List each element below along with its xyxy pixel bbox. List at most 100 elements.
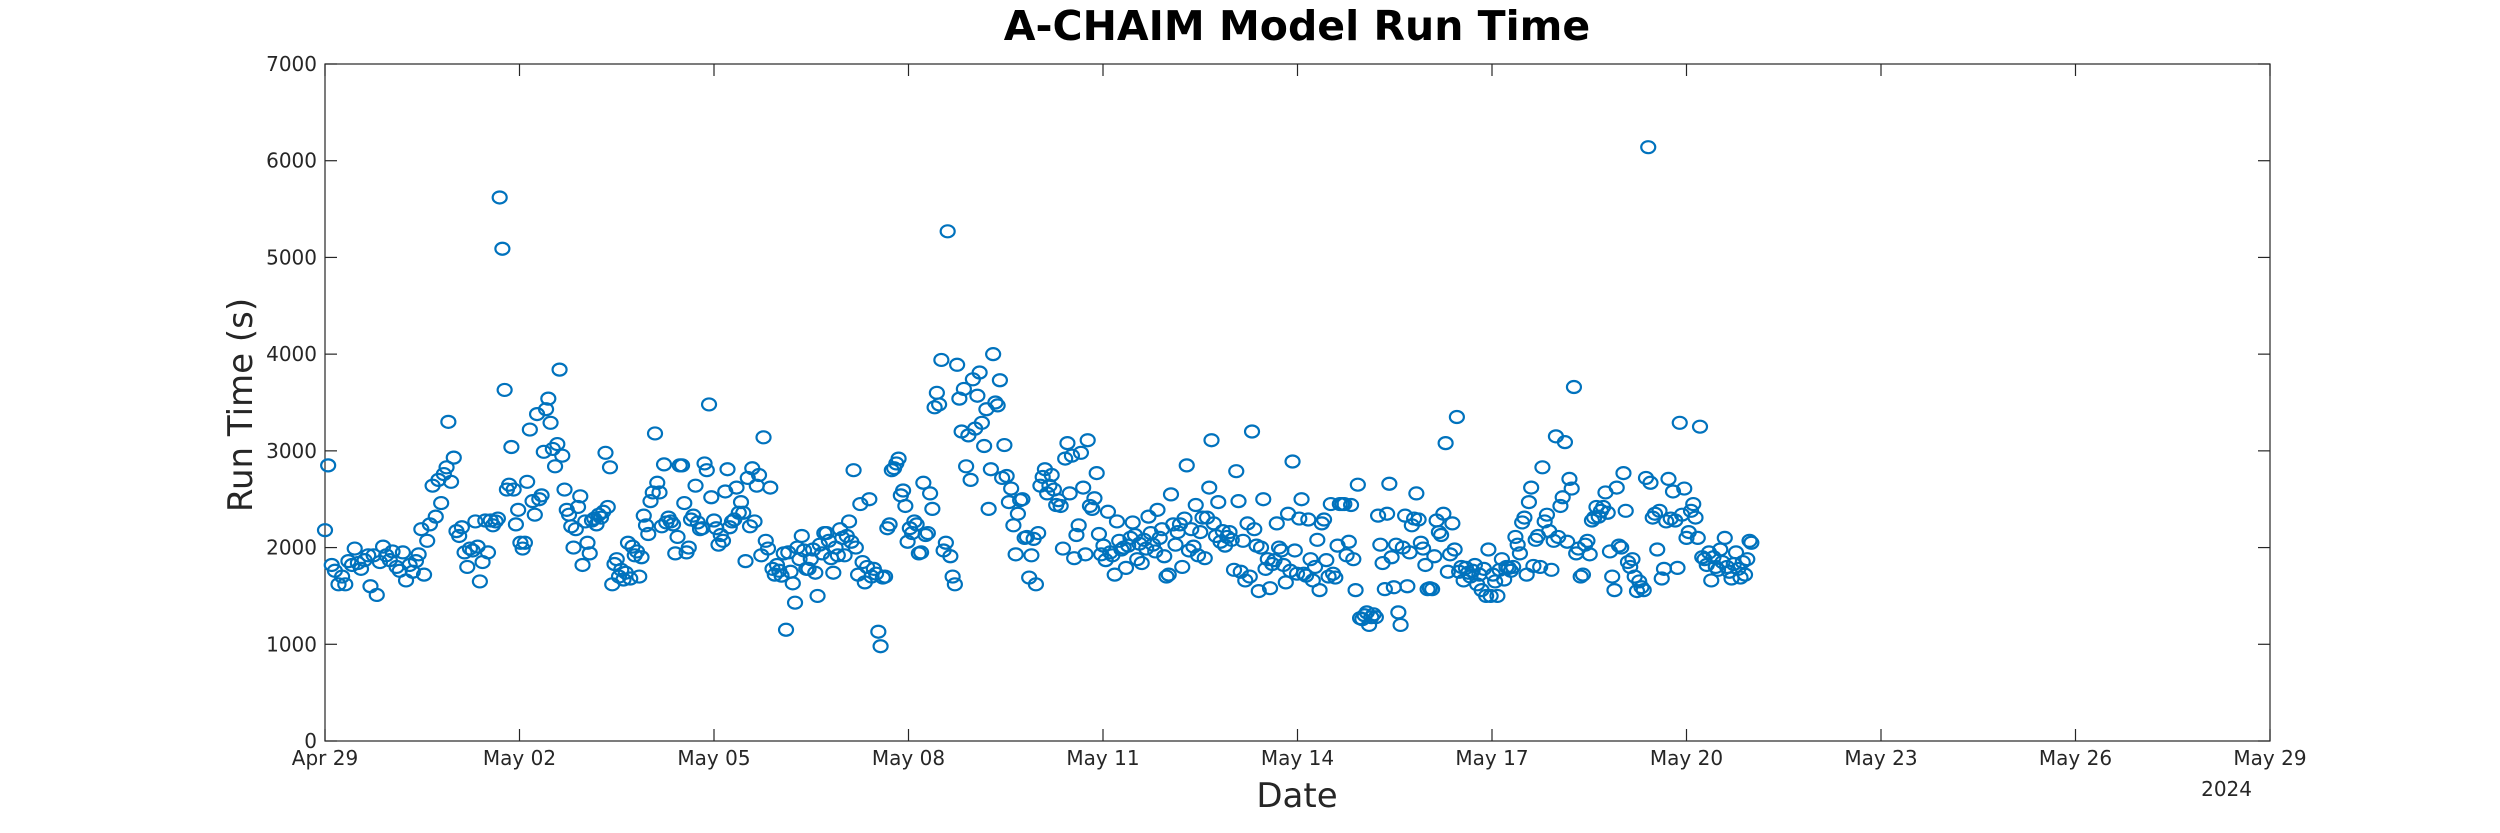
x-tick-label: May 20 xyxy=(1650,746,1723,770)
data-point xyxy=(622,571,639,586)
data-point xyxy=(1133,555,1150,571)
data-point xyxy=(1624,552,1641,567)
data-point xyxy=(712,527,729,543)
data-point xyxy=(1014,492,1031,507)
data-point xyxy=(1320,569,1337,584)
data-point xyxy=(969,388,986,403)
data-point xyxy=(1124,515,1141,530)
data-point xyxy=(346,541,363,556)
data-point xyxy=(496,382,513,398)
data-point xyxy=(487,514,504,529)
data-point xyxy=(872,639,889,654)
data-point xyxy=(1241,569,1258,584)
data-point xyxy=(1081,498,1099,514)
data-point xyxy=(1201,480,1218,495)
data-point xyxy=(1063,448,1081,463)
data-point xyxy=(1221,524,1238,540)
data-point xyxy=(1383,550,1400,565)
data-point xyxy=(397,573,415,588)
data-point xyxy=(1086,491,1103,506)
data-point xyxy=(1099,504,1117,519)
data-point xyxy=(1158,569,1175,584)
data-point xyxy=(1160,567,1177,582)
data-point xyxy=(1385,580,1402,595)
data-point xyxy=(1176,511,1193,526)
data-point xyxy=(1646,506,1664,521)
data-point xyxy=(1433,527,1450,543)
data-point xyxy=(1311,583,1328,598)
y-tick-label: 7000 xyxy=(266,52,317,76)
data-point xyxy=(1538,507,1556,522)
data-point xyxy=(1315,512,1333,527)
data-point xyxy=(1007,547,1024,562)
data-point xyxy=(777,622,795,637)
data-point xyxy=(1106,567,1123,582)
data-point xyxy=(1599,505,1616,520)
data-point xyxy=(926,400,943,415)
data-point xyxy=(1054,541,1072,556)
data-point xyxy=(1117,560,1135,575)
data-point xyxy=(1640,140,1657,155)
data-point xyxy=(1286,543,1303,558)
data-point xyxy=(939,224,956,239)
data-point xyxy=(746,514,763,529)
data-point xyxy=(651,485,668,500)
data-point xyxy=(762,480,779,495)
data-point xyxy=(516,535,534,550)
data-point xyxy=(982,462,999,477)
data-point xyxy=(807,565,824,580)
data-point xyxy=(847,540,864,555)
data-point xyxy=(755,430,772,445)
data-point xyxy=(419,533,436,548)
data-point xyxy=(987,395,1004,410)
data-point xyxy=(642,494,659,509)
data-point xyxy=(1532,559,1549,575)
data-point xyxy=(1376,582,1393,597)
data-point xyxy=(1628,583,1646,599)
data-point xyxy=(1563,481,1580,496)
data-point xyxy=(1664,484,1682,499)
data-point xyxy=(581,546,598,561)
data-point xyxy=(1660,471,1677,487)
data-point xyxy=(899,534,916,549)
data-point xyxy=(1516,510,1533,525)
data-point xyxy=(667,546,684,561)
data-point xyxy=(1167,537,1184,552)
data-point xyxy=(714,533,732,548)
data-point xyxy=(1378,506,1396,521)
data-point xyxy=(1509,537,1526,552)
data-point xyxy=(503,439,520,455)
data-point xyxy=(1709,562,1727,577)
data-point xyxy=(453,520,470,535)
data-point xyxy=(1552,498,1569,514)
data-point xyxy=(427,509,444,524)
data-point xyxy=(1480,542,1497,557)
data-point xyxy=(1151,530,1168,546)
data-point xyxy=(664,517,682,532)
data-point xyxy=(908,517,925,532)
data-point xyxy=(1336,496,1353,512)
data-point xyxy=(512,535,529,550)
x-tick-label: Apr 29 xyxy=(292,746,358,770)
data-point xyxy=(360,548,377,563)
data-point xyxy=(340,554,357,569)
data-point xyxy=(572,489,589,504)
y-tick-label: 0 xyxy=(304,729,317,753)
data-point xyxy=(1741,533,1758,548)
data-point xyxy=(1543,562,1560,577)
data-point xyxy=(1140,509,1157,524)
data-point xyxy=(881,517,898,532)
data-point xyxy=(894,483,912,498)
data-point xyxy=(1162,487,1180,502)
data-point xyxy=(919,525,936,541)
data-point xyxy=(721,520,738,535)
data-point xyxy=(793,528,810,544)
data-point xyxy=(897,498,914,514)
data-point xyxy=(1270,540,1288,555)
y-axis-label: Run Time (s) xyxy=(221,298,261,512)
data-point xyxy=(1671,415,1688,430)
data-point xyxy=(1342,497,1360,513)
data-point xyxy=(1534,460,1551,475)
data-point xyxy=(1410,512,1427,527)
data-point xyxy=(649,475,666,490)
